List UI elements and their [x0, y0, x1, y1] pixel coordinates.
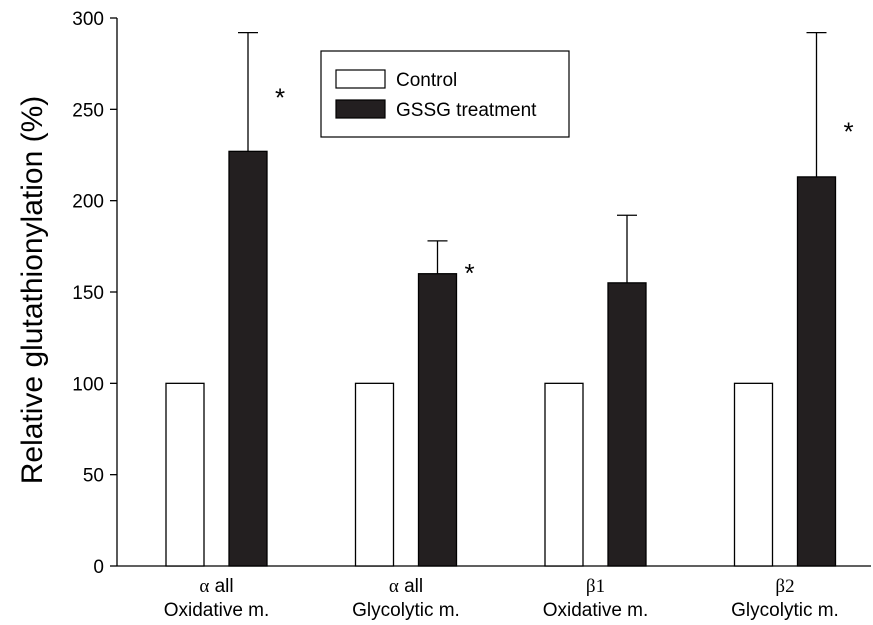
x-tick-labels: α all Oxidative m. α all Glycolytic m. β1 Oxi…	[164, 576, 839, 621]
legend-label-gssg: GSSG treatment	[396, 100, 537, 121]
legend: Control GSSG treatment	[320, 50, 570, 138]
legend-label-control: Control	[396, 70, 457, 91]
x-tick-label-line1: α all	[389, 576, 423, 597]
bar-control	[165, 382, 205, 567]
x-tick-label-line2: Glycolytic m.	[352, 600, 460, 621]
bar-gssg	[417, 273, 458, 567]
significance-marker: *	[844, 117, 854, 147]
y-tick-label: 0	[93, 557, 104, 578]
significance-marker: *	[275, 83, 285, 113]
x-tick-label-line2: Oxidative m.	[543, 600, 649, 621]
bar-control	[354, 382, 395, 567]
legend-swatch-control	[335, 69, 386, 89]
bar-gssg	[796, 176, 837, 567]
bar-control	[733, 382, 774, 567]
bar-control	[544, 382, 584, 567]
y-tick-label: 100	[72, 374, 104, 395]
y-axis-label: Relative glutathionylation (%)	[16, 96, 49, 485]
x-tick-label-line1: β1	[586, 576, 605, 597]
bars: * * *	[165, 31, 854, 567]
x-tick-label-line1: α all	[199, 576, 233, 597]
y-tick-label: 50	[83, 466, 104, 487]
y-tick-label: 250	[72, 100, 104, 121]
legend-swatch-gssg	[335, 99, 386, 119]
x-tick-label-line2: Oxidative m.	[164, 600, 270, 621]
x-tick-label-line1: β2	[775, 576, 794, 597]
significance-marker: *	[465, 258, 475, 288]
bar-gssg	[228, 150, 268, 567]
y-tick-label: 300	[72, 9, 104, 30]
bar-gssg	[607, 282, 647, 567]
y-tick-label: 200	[72, 192, 104, 213]
legend-box	[320, 50, 570, 138]
y-tick-label: 150	[72, 283, 104, 304]
x-tick-label-line2: Glycolytic m.	[731, 600, 839, 621]
